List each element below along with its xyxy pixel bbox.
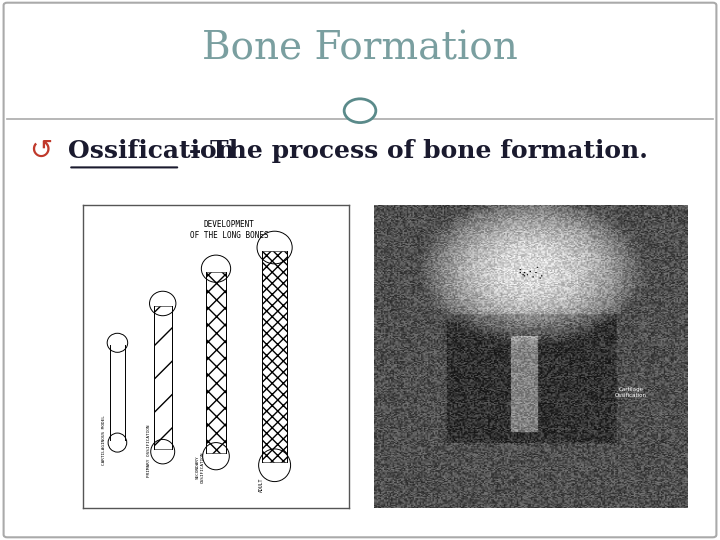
Text: ↺: ↺	[29, 137, 52, 165]
Text: Ossification: Ossification	[68, 139, 235, 163]
Text: CARTILAGINOUS MODEL: CARTILAGINOUS MODEL	[102, 415, 106, 465]
Text: SECONDARY
OSSIFICATION: SECONDARY OSSIFICATION	[196, 452, 204, 483]
Circle shape	[344, 99, 376, 123]
Text: Cartilage
Ossification: Cartilage Ossification	[615, 387, 647, 398]
Text: PRIMARY OSSIFICATION: PRIMARY OSSIFICATION	[148, 425, 151, 477]
Bar	[263, 251, 287, 462]
Bar	[153, 306, 172, 449]
Bar	[206, 272, 226, 453]
Text: Bone Formation: Bone Formation	[202, 30, 518, 67]
Text: – The process of bone formation.: – The process of bone formation.	[180, 139, 648, 163]
Text: DEVELOPMENT
OF THE LONG BONES: DEVELOPMENT OF THE LONG BONES	[190, 220, 269, 240]
Text: ADULT: ADULT	[258, 478, 264, 492]
